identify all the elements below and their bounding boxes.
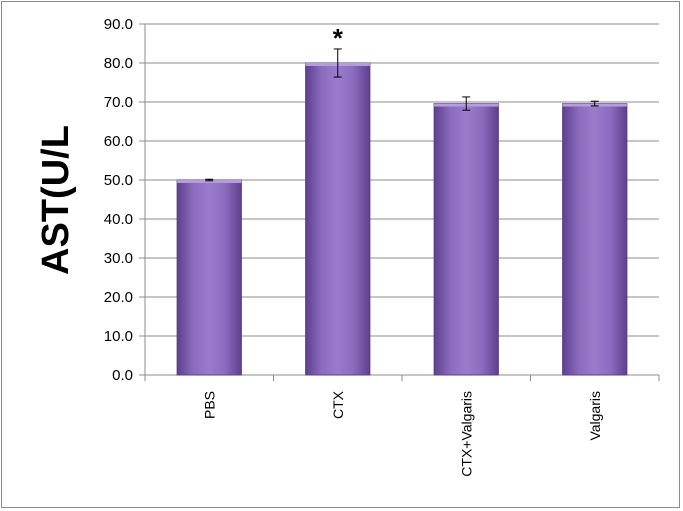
y-tick-label: 10.0	[104, 328, 133, 345]
bar-pbs	[176, 179, 242, 376]
y-axis-label: AST(U/L	[35, 125, 77, 275]
y-tick-label: 80.0	[104, 55, 133, 72]
bar-valgaris	[562, 103, 628, 376]
y-tick-label: 90.0	[104, 16, 133, 33]
bar-ctx-valgaris	[433, 103, 499, 376]
y-tick-label: 60.0	[104, 133, 133, 150]
y-tick-label: 50.0	[104, 172, 133, 189]
x-category-label: CTX+Valgaris	[458, 391, 474, 477]
bar-top-highlight	[177, 180, 242, 183]
y-tick-label: 30.0	[104, 250, 133, 267]
error-bars	[205, 48, 599, 182]
y-tick-label: 0.0	[112, 367, 133, 384]
x-category-label: CTX	[330, 390, 346, 419]
y-tick-label: 20.0	[104, 289, 133, 306]
labels: 0.0 10.0 20.0 30.0 40.0 50.0 60.0 70.0 80.0 90.0 P…	[104, 16, 603, 477]
x-category-label: Valgaris	[587, 391, 603, 441]
y-tick-label: 40.0	[104, 211, 133, 228]
x-category-label: PBS	[201, 391, 217, 419]
bar-ctx	[305, 62, 371, 376]
significance-marker: *	[333, 23, 344, 53]
y-tick-label: 70.0	[104, 94, 133, 111]
